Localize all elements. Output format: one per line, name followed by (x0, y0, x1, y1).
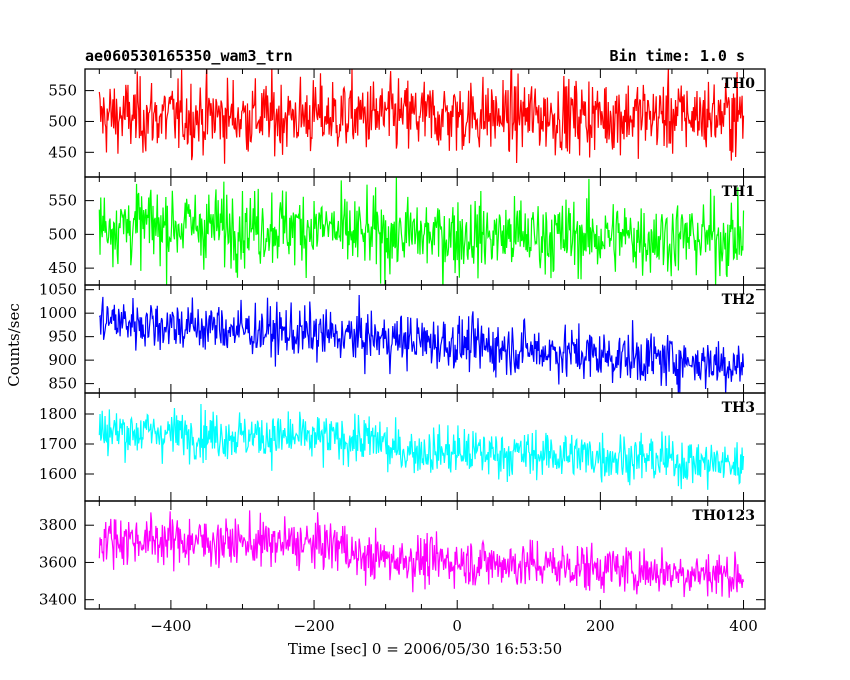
chart-title: ae060530165350_wam3_trn (85, 47, 293, 65)
y-tick-label: 850 (48, 375, 77, 393)
y-tick-label: 950 (48, 328, 77, 346)
y-tick-label: 900 (48, 351, 77, 369)
series-line-th2 (98, 294, 745, 393)
y-tick-label: 1600 (39, 465, 77, 483)
x-tick-labels: −400 −200 0 200 400 (150, 617, 758, 635)
bin-time-label: Bin time: 1.0 s (610, 47, 745, 65)
y-tick-label: 3800 (39, 516, 77, 534)
panel-th1: 450 500 550 TH1 (48, 176, 766, 286)
y-tick-label: 450 (48, 143, 77, 161)
panel-th3: 1600 1700 1800 TH3 (39, 392, 766, 502)
series-line-th3 (98, 404, 745, 490)
panel-label-th1: TH1 (722, 184, 755, 200)
y-tick-label: 1800 (39, 405, 77, 423)
series-line-th1 (98, 177, 745, 285)
y-tick-label: 450 (48, 259, 77, 277)
y-tick-label: 550 (48, 192, 77, 210)
x-tick-label: −400 (150, 617, 191, 635)
panel-label-th2: TH2 (722, 292, 755, 308)
y-tick-label: 1050 (39, 281, 77, 299)
panel-label-th3: TH3 (722, 400, 755, 416)
x-tick-label: −200 (293, 617, 334, 635)
panels-group: 450 500 550 TH0 450 500 550 TH1 850 900 950 1000 105… (39, 68, 766, 610)
y-tick-label: 500 (48, 112, 77, 130)
panel-label-th0123: TH0123 (692, 508, 755, 524)
panel-th0: 450 500 550 TH0 (48, 68, 766, 178)
x-tick-label: 0 (452, 617, 462, 635)
x-tick-label: 400 (729, 617, 758, 635)
y-tick-label: 1000 (39, 304, 77, 322)
y-tick-label: 3600 (39, 553, 77, 571)
y-tick-label: 1700 (39, 435, 77, 453)
series-line-th0 (98, 69, 745, 164)
y-tick-label: 3400 (39, 591, 77, 609)
panel-frame (84, 500, 766, 610)
y-tick-label: 550 (48, 82, 77, 100)
panel-th0123: 3400 3600 3800 TH0123 (39, 500, 766, 610)
panel-th2: 850 900 950 1000 1050 TH2 (39, 281, 766, 394)
y-tick-label: 500 (48, 225, 77, 243)
y-axis-label: Counts/sec (5, 303, 23, 387)
x-tick-label: 200 (586, 617, 615, 635)
series-line-th0123 (98, 510, 745, 598)
panel-label-th0: TH0 (722, 76, 756, 92)
x-axis-label: Time [sec] 0 = 2006/05/30 16:53:50 (288, 640, 562, 658)
